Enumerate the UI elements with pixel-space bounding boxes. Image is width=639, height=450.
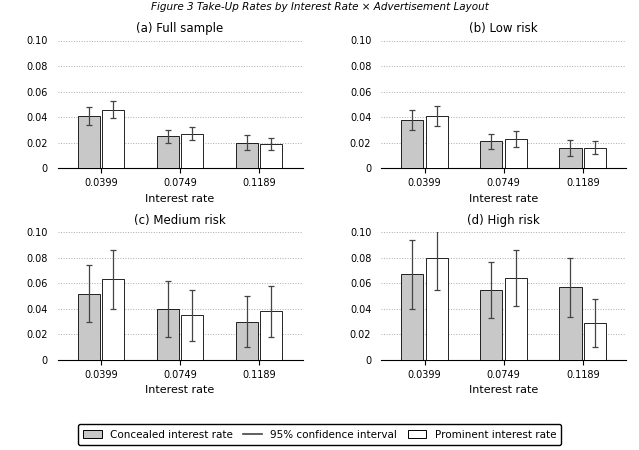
Bar <box>157 309 179 360</box>
Title: (b) Low risk: (b) Low risk <box>469 22 538 35</box>
Title: (c) Medium risk: (c) Medium risk <box>134 214 226 227</box>
Bar <box>584 148 606 168</box>
X-axis label: Interest rate: Interest rate <box>469 385 538 395</box>
Bar <box>584 323 606 360</box>
Bar <box>157 136 179 168</box>
Bar <box>260 311 282 360</box>
Bar <box>559 287 581 360</box>
Bar <box>102 279 125 360</box>
Bar <box>236 322 258 360</box>
X-axis label: Interest rate: Interest rate <box>146 194 215 203</box>
Bar <box>236 143 258 168</box>
Bar <box>401 120 424 168</box>
Bar <box>181 134 203 168</box>
Bar <box>481 290 502 360</box>
Bar <box>505 278 527 360</box>
Legend: Concealed interest rate, 95% confidence interval, Prominent interest rate: Concealed interest rate, 95% confidence … <box>77 424 562 445</box>
Bar <box>505 139 527 168</box>
Bar <box>102 109 125 168</box>
Bar <box>401 274 424 360</box>
X-axis label: Interest rate: Interest rate <box>146 385 215 395</box>
Title: (a) Full sample: (a) Full sample <box>137 22 224 35</box>
Bar <box>481 141 502 168</box>
Bar <box>78 116 100 168</box>
Text: Figure 3 Take-Up Rates by Interest Rate × Advertisement Layout: Figure 3 Take-Up Rates by Interest Rate … <box>151 2 488 12</box>
X-axis label: Interest rate: Interest rate <box>469 194 538 203</box>
Bar <box>181 315 203 360</box>
Title: (d) High risk: (d) High risk <box>467 214 540 227</box>
Bar <box>260 144 282 168</box>
Bar <box>426 116 448 168</box>
Bar <box>78 293 100 360</box>
Bar <box>426 258 448 360</box>
Bar <box>559 148 581 168</box>
